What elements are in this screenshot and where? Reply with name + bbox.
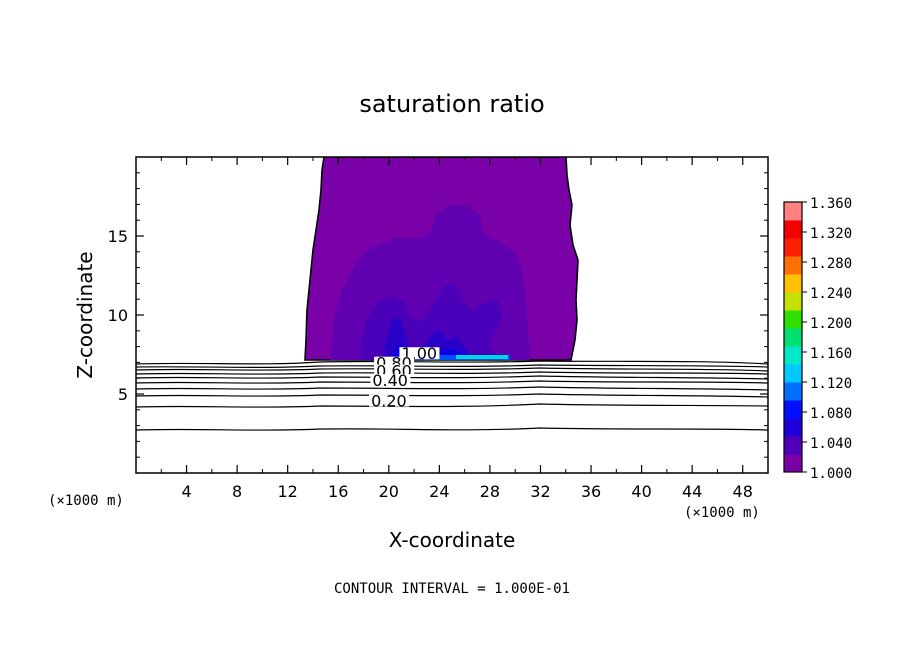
colorbar-segment [784, 346, 802, 365]
colorbar-segment [784, 454, 802, 473]
contour-label-bg [374, 364, 415, 377]
contour-label: 0.40 [372, 371, 408, 390]
x-tick-label: 28 [480, 482, 500, 501]
contour-0.10 [136, 427, 768, 431]
contour-1.00 [136, 360, 768, 365]
x-tick-label: 8 [232, 482, 242, 501]
contour-label-bg [370, 374, 411, 387]
colorbar-label: 1.280 [810, 256, 852, 272]
contour-0.30 [136, 393, 768, 398]
colorbar-segment [784, 256, 802, 275]
x-axis-unit-right: (×1000 m) [684, 505, 760, 521]
colorbar-label: 1.200 [810, 316, 852, 332]
contour-0.60 [136, 375, 768, 380]
contour-label-bg [369, 394, 410, 407]
x-tick-label: 48 [733, 482, 753, 501]
colorbar-label: 1.160 [810, 346, 852, 362]
colorbar-label: 1.080 [810, 406, 852, 422]
colorbar-label: 1.120 [810, 376, 852, 392]
colorbar-label: 1.240 [810, 286, 852, 302]
colorbar-segment [784, 400, 802, 419]
y-tick-label: 5 [118, 385, 128, 404]
colorbar-segment [784, 220, 802, 239]
x-axis-unit: (×1000 m) [48, 493, 124, 509]
y-axis-label: Z-coordinate [73, 251, 97, 378]
contour-0.40 [136, 386, 768, 391]
contour-0.20 [136, 403, 768, 408]
colorbar-segment [784, 382, 802, 401]
colorbar-segment [784, 238, 802, 257]
contour-lines [136, 360, 768, 431]
x-tick-label: 40 [631, 482, 651, 501]
contour-0.80 [136, 367, 768, 372]
x-tick-label: 36 [581, 482, 601, 501]
contour-interval: CONTOUR INTERVAL = 1.000E-01 [334, 581, 570, 597]
colorbar-frame [783, 201, 803, 473]
contour-label: 0.20 [371, 392, 407, 411]
x-axis: 4 8 12 16 20 24 28 32 36 40 44 48 [160, 157, 753, 501]
contour-0.70 [136, 371, 768, 375]
chart-title: saturation ratio [359, 90, 544, 118]
y-tick-label: 15 [108, 227, 128, 246]
plot-area: 1.000.800.600.400.20 [136, 157, 768, 473]
x-tick-label: 44 [682, 482, 702, 501]
y-axis: 5 10 15 [108, 172, 768, 458]
colorbar-segment [784, 328, 802, 347]
x-tick-label: 32 [530, 482, 550, 501]
contour-labels: 1.000.800.600.400.20 [369, 344, 440, 411]
x-tick-label: 20 [379, 482, 399, 501]
colorbar-segment [784, 202, 802, 221]
contour-0.50 [136, 380, 768, 384]
colorbar-segment [784, 418, 802, 437]
colorbar-segment [784, 436, 802, 455]
y-tick-label: 10 [108, 306, 128, 325]
colorbar-segment [784, 274, 802, 293]
colorbar-segment [784, 364, 802, 383]
x-tick-label: 16 [328, 482, 348, 501]
colorbar-label: 1.000 [810, 466, 852, 482]
colorbar-label: 1.320 [810, 226, 852, 242]
colorbar-label: 1.360 [810, 196, 852, 212]
cloud-peak-max [456, 355, 508, 359]
contour-label-bg [399, 347, 440, 360]
colorbar: 1.360 1.320 1.280 1.240 1.200 1.160 1.120 1.080… [783, 196, 852, 482]
colorbar-segment [784, 292, 802, 311]
x-tick-label: 12 [278, 482, 298, 501]
x-axis-label: X-coordinate [389, 528, 516, 552]
x-tick-label: 4 [181, 482, 191, 501]
contour-0.90 [136, 364, 768, 368]
x-tick-label: 24 [429, 482, 449, 501]
colorbar-segment [784, 310, 802, 329]
colorbar-label: 1.040 [810, 436, 852, 452]
